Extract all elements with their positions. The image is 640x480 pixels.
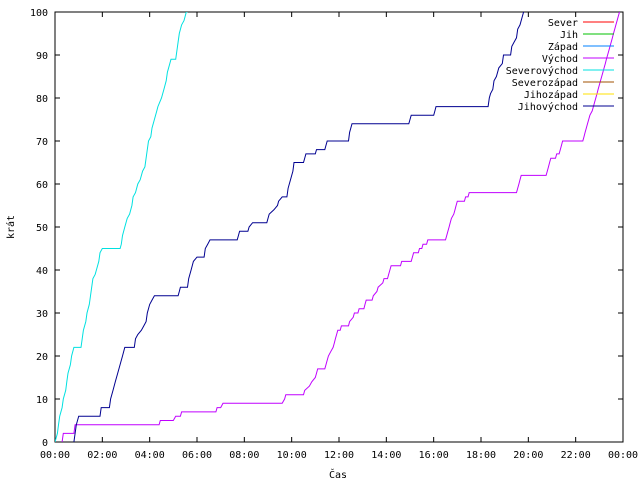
legend-label: Jihovýchod bbox=[518, 101, 578, 113]
series-line-4 bbox=[55, 12, 188, 442]
y-tick-label: 70 bbox=[36, 137, 48, 148]
x-tick-label: 02:00 bbox=[87, 450, 117, 461]
y-tick-label: 40 bbox=[36, 266, 48, 277]
legend-label: Východ bbox=[542, 53, 578, 65]
y-tick-label: 10 bbox=[36, 395, 48, 406]
x-tick-label: 18:00 bbox=[466, 450, 496, 461]
x-tick-label: 00:00 bbox=[40, 450, 70, 461]
y-tick-label: 60 bbox=[36, 180, 48, 191]
x-tick-label: 04:00 bbox=[135, 450, 165, 461]
x-tick-label: 12:00 bbox=[324, 450, 354, 461]
y-tick-label: 20 bbox=[36, 352, 48, 363]
x-tick-label: 10:00 bbox=[277, 450, 307, 461]
series-line-7 bbox=[73, 12, 525, 442]
y-tick-label: 50 bbox=[36, 223, 48, 234]
x-axis-ticks: 00:00 02:00 04:00 06:00 08:00 10:00 12:00 14:00… bbox=[40, 12, 638, 461]
y-tick-label: 80 bbox=[36, 94, 48, 105]
legend-label: Severovýchod bbox=[506, 65, 578, 77]
legend-label: Jih bbox=[560, 30, 578, 41]
series-layer bbox=[55, 12, 620, 442]
legend-label: Sever bbox=[548, 18, 578, 29]
legend-label: Západ bbox=[548, 41, 578, 53]
y-tick-label: 30 bbox=[36, 309, 48, 320]
x-tick-label: 16:00 bbox=[419, 450, 449, 461]
x-tick-label: 08:00 bbox=[229, 450, 259, 461]
y-tick-label: 0 bbox=[42, 438, 48, 449]
x-tick-label: 20:00 bbox=[513, 450, 543, 461]
y-axis-ticks: 0 10 20 30 40 50 60 70 80 90 100 bbox=[30, 8, 623, 449]
x-tick-label: 00:00 bbox=[608, 450, 638, 461]
series-line-3 bbox=[61, 12, 620, 442]
x-tick-label: 22:00 bbox=[561, 450, 591, 461]
x-tick-label: 14:00 bbox=[371, 450, 401, 461]
y-tick-label: 90 bbox=[36, 51, 48, 62]
legend: SeverJihZápadVýchodSeverovýchodSeverozáp… bbox=[506, 18, 614, 113]
y-tick-label: 100 bbox=[30, 8, 48, 19]
y-axis-title: krát bbox=[5, 215, 17, 239]
legend-label: Jihozápad bbox=[524, 89, 578, 101]
x-axis-title: Čas bbox=[329, 468, 347, 480]
x-tick-label: 06:00 bbox=[182, 450, 212, 461]
legend-label: Severozápad bbox=[512, 77, 578, 89]
